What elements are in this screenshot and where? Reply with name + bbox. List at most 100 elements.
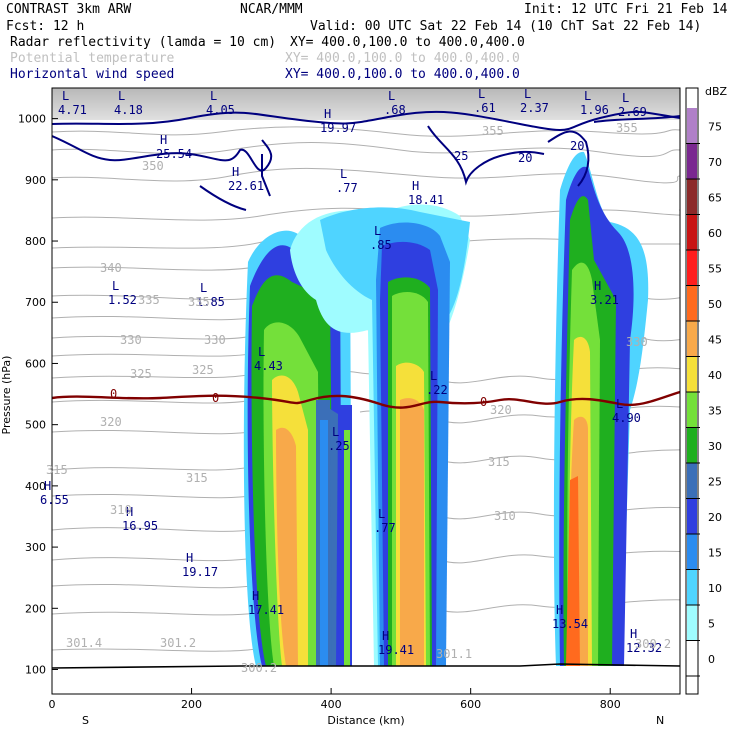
extrema-marker: L — [118, 89, 125, 103]
extrema-value: 4.05 — [206, 103, 235, 117]
theta-label: 355 — [616, 121, 638, 135]
colorbar-label: 75 — [708, 121, 722, 134]
field-xy-wind: XY= 400.0,100.0 to 400.0,400.0 — [285, 67, 520, 82]
extrema-value: 2.37 — [520, 101, 549, 115]
colorbar-swatch — [687, 534, 697, 570]
theta-label: 310 — [494, 509, 516, 523]
field-name-reflectivity: Radar reflectivity (lamda = 10 cm) — [10, 35, 276, 50]
extrema-value: 4.43 — [254, 359, 283, 373]
extrema-marker: H — [412, 179, 419, 193]
extrema-marker: L — [332, 425, 339, 439]
theta-label: 330 — [626, 335, 648, 349]
extrema-marker: L — [374, 224, 381, 238]
field-name-theta: Potential temperature — [10, 51, 175, 66]
y-tick-label: 400 — [25, 480, 46, 493]
theta-label: 300.2 — [241, 661, 277, 675]
extrema-marker: L — [378, 507, 385, 521]
wind-label: 20 — [570, 139, 584, 153]
extrema-value: 6.55 — [40, 493, 69, 507]
extrema-value: 4.90 — [612, 411, 641, 425]
extrema-value: 1.96 — [580, 103, 609, 117]
extrema-value: 4.18 — [114, 103, 143, 117]
y-tick-label: 600 — [25, 357, 46, 370]
init-time: Init: 12 UTC Fri 21 Feb 14 — [524, 2, 728, 17]
freezing-level-line — [52, 390, 680, 409]
extrema-value: .68 — [384, 103, 406, 117]
y-tick-label: 500 — [25, 419, 46, 432]
x-tick-label: 600 — [460, 698, 481, 711]
extrema-marker: L — [258, 345, 265, 359]
colorbar-label: 55 — [708, 263, 722, 276]
extrema-value: .77 — [374, 521, 396, 535]
y-tick-label: 100 — [25, 664, 46, 677]
y-tick-label: 200 — [25, 602, 46, 615]
colorbar-label: 50 — [708, 298, 722, 311]
y-tick-label: 800 — [25, 235, 46, 248]
colorbar-label: 45 — [708, 334, 722, 347]
colorbar-swatch — [687, 463, 697, 499]
extrema-value: .22 — [426, 383, 448, 397]
theta-label: 301.2 — [160, 636, 196, 650]
stratosphere-theta-band — [52, 88, 680, 120]
freezing-level-label: 0 — [480, 395, 487, 409]
valid-time: Valid: 00 UTC Sat 22 Feb 14 (10 ChT Sat … — [310, 19, 701, 34]
extrema-marker: H — [630, 627, 637, 641]
extrema-value: 18.41 — [408, 193, 444, 207]
theta-label: 300.2 — [635, 637, 671, 651]
extrema-marker: H — [556, 603, 563, 617]
colorbar-units: dBZ — [705, 85, 728, 98]
extrema-marker: L — [62, 89, 69, 103]
extrema-marker: L — [388, 89, 395, 103]
extrema-marker: H — [382, 629, 389, 643]
wind-label: 25 — [454, 149, 468, 163]
theta-label: 355 — [482, 124, 504, 138]
colorbar-swatch — [687, 250, 697, 286]
extrema-marker: L — [622, 91, 629, 105]
extrema-marker: L — [112, 279, 119, 293]
colorbar-label: 25 — [708, 476, 722, 489]
extrema-marker: L — [430, 369, 437, 383]
extrema-value: 19.97 — [320, 121, 356, 135]
theta-label: 301.1 — [436, 647, 472, 661]
extrema-marker: L — [340, 167, 347, 181]
colorbar-swatch — [687, 179, 697, 215]
theta-label: 335 — [138, 293, 160, 307]
theta-label: 320 — [490, 403, 512, 417]
wind-contours — [52, 110, 680, 211]
colorbar-label: 15 — [708, 547, 722, 560]
y-axis-label: Pressure (hPa) — [0, 356, 13, 435]
colorbar-label: 60 — [708, 227, 722, 240]
extrema-value: .85 — [370, 238, 392, 252]
x-end-south: S — [82, 714, 89, 727]
colorbar-swatch — [687, 214, 697, 250]
colorbar-swatch — [687, 605, 697, 641]
field-xy-reflectivity: XY= 400.0,100.0 to 400.0,400.0 — [290, 35, 525, 50]
y-tick-label: 300 — [25, 541, 46, 554]
colorbar-swatch — [687, 143, 697, 179]
theta-label: 340 — [100, 261, 122, 275]
extrema-marker: H — [252, 589, 259, 603]
colorbar-swatch — [687, 427, 697, 463]
colorbar-swatch — [687, 356, 697, 392]
freezing-level-label: 0 — [212, 391, 219, 405]
theta-label: 350 — [142, 159, 164, 173]
ground-line — [52, 663, 680, 669]
extrema-value: 25.54 — [156, 147, 192, 161]
reflectivity-cell-2 — [290, 204, 470, 667]
colorbar-swatch — [687, 569, 697, 605]
extrema-marker: H — [594, 279, 601, 293]
theta-label: 330 — [120, 333, 142, 347]
colorbar-label: 65 — [708, 192, 722, 205]
y-tick-label: 900 — [25, 174, 46, 187]
colorbar-swatch — [687, 108, 697, 144]
extrema-marker: H — [186, 551, 193, 565]
extrema-marker: L — [524, 87, 531, 101]
extrema-value: .25 — [328, 439, 350, 453]
extrema-marker: H — [324, 107, 331, 121]
extrema-value: 16.95 — [122, 519, 158, 533]
reflectivity-cells — [243, 151, 649, 667]
colorbar-swatch — [687, 498, 697, 534]
reflectivity-cell-3 — [553, 151, 649, 666]
colorbar-label: 35 — [708, 405, 722, 418]
